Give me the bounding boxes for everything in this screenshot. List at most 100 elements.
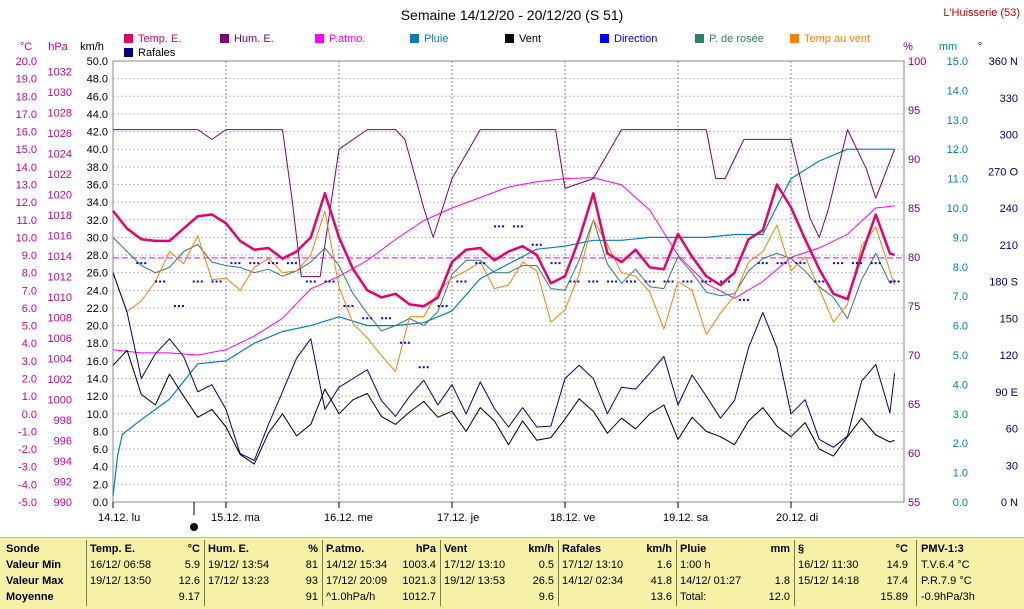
direction-point [407, 341, 410, 344]
summary-cell: 19/12/ 13:50 [90, 575, 152, 587]
summary-row: 14/12/ 15:34 1003.4 [326, 557, 436, 573]
axis-unit-label: ° [978, 41, 982, 53]
direction-point [803, 262, 806, 265]
direction-point [249, 262, 252, 265]
summary-cell: P.atmo. [326, 543, 365, 555]
direction-point [276, 262, 279, 265]
hpa-tick-label: 1014 [48, 251, 72, 263]
separator [794, 540, 795, 606]
station-name: L'Huisserie (53) [943, 7, 1020, 19]
summary-row: 19/12/ 13:53 26.5 [444, 573, 554, 589]
direction-point [878, 262, 881, 265]
summary-cell: 26.5 [532, 575, 554, 587]
direction-point [389, 317, 392, 320]
direction-point [648, 280, 651, 283]
summary-row: Rafales km/h [562, 541, 672, 557]
hpa-tick-label: 1030 [48, 87, 72, 99]
rain-tick-label: 13.0 [947, 115, 968, 127]
series-line-hum-e [113, 129, 896, 278]
direction-point [780, 262, 783, 265]
hum-tick-label: 60 [908, 448, 920, 460]
direction-point [889, 280, 892, 283]
summary-cell: 1.6 [656, 559, 672, 571]
summary-row: 14/12/ 01:27 1.8 [680, 573, 790, 589]
direction-point [870, 262, 873, 265]
summary-cell: 14.9 [886, 559, 908, 571]
summary-row: ^1.0hPa/h 1012.7 [326, 589, 436, 605]
summary-cell: 15/12/ 14:18 [798, 575, 860, 587]
summary-panel: Sonde Valeur Min Valeur Max Moyenne Temp… [0, 537, 1024, 609]
rain-tick-label: 3.0 [953, 409, 968, 421]
summary-cell: 41.8 [650, 575, 672, 587]
summary-cell: km/h [528, 543, 554, 555]
dir-tick-label: 330 [1000, 93, 1018, 105]
temp-tick-label: 6.0 [22, 303, 37, 315]
legend-label: P. de rosée [709, 33, 764, 45]
direction-point [720, 280, 723, 283]
direction-point [366, 317, 369, 320]
direction-point [833, 262, 836, 265]
series-line-temp-e [112, 183, 896, 308]
direction-point [211, 280, 214, 283]
hpa-tick-label: 1032 [48, 67, 72, 79]
summary-row: Hum. E.% [208, 541, 318, 557]
direction-point [539, 243, 542, 246]
summary-cell: 16/12/ 06:58 [90, 559, 152, 571]
dir-tick-label: 150 [1000, 313, 1018, 325]
series-line-vent [112, 349, 895, 465]
hpa-tick-label: 1012 [48, 272, 72, 284]
direction-point [577, 280, 580, 283]
weather-chart: 20.0 19.0 18.0 17.0 16.0 15.0 14.0 13.0 12.0 11.0… [16, 7, 1020, 531]
summary-cell: Temp. E. [90, 543, 136, 555]
hpa-tick-label: 1022 [48, 169, 72, 181]
direction-point [351, 305, 354, 307]
direction-point [502, 225, 505, 228]
temp-tick-label: 18.0 [16, 91, 37, 103]
direction-point [268, 262, 271, 265]
direction-point [512, 225, 515, 228]
summary-cell: 5.9 [184, 559, 200, 571]
kmh-tick-label: 12.0 [87, 391, 108, 403]
kmh-tick-label: 6.0 [93, 444, 108, 456]
summary-cell: ^1.0hPa/h [326, 591, 376, 603]
summary-cell: § [798, 543, 805, 555]
summary-cell: 12.0 [768, 591, 790, 603]
series-line-p-de-ros-e [112, 219, 895, 332]
summary-column: Rafales km/h 17/12/ 13:10 1.6 14/12/ 02:34 41… [562, 541, 672, 607]
direction-point [324, 280, 327, 283]
temp-tick-label: 13.0 [16, 179, 37, 191]
direction-point [456, 280, 459, 283]
direction-point [596, 280, 599, 283]
temp-tick-label: 3.0 [22, 356, 37, 368]
hpa-tick-label: 1010 [48, 292, 72, 304]
direction-points [136, 225, 900, 369]
temp-tick-label: 17.0 [16, 109, 37, 121]
summary-cell: km/h [646, 543, 672, 555]
direction-point [332, 280, 335, 283]
rain-tick-label: 0.0 [953, 497, 968, 509]
summary-cell: 13.6 [650, 591, 672, 603]
kmh-tick-label: 38.0 [87, 162, 108, 174]
direction-point [140, 262, 143, 265]
summary-cell: 1021.3 [402, 575, 436, 587]
rain-tick-label: 6.0 [953, 321, 968, 333]
direction-point [294, 262, 297, 265]
rain-tick-label: 9.0 [953, 232, 968, 244]
hum-tick-label: 100 [908, 56, 926, 68]
kmh-tick-label: 4.0 [93, 462, 108, 474]
dir-tick-label: 360 N [989, 56, 1018, 68]
label-max: Valeur Max [6, 575, 64, 587]
summary-row: Temp. E. °C [90, 541, 200, 557]
hpa-tick-label: 1016 [48, 231, 72, 243]
summary-cell: Total: [680, 591, 707, 603]
separator [558, 540, 559, 606]
rain-tick-label: 4.0 [953, 379, 968, 391]
temp-tick-label: -2.0 [18, 444, 37, 456]
kmh-tick-label: 8.0 [93, 426, 108, 438]
hum-tick-label: 65 [908, 399, 920, 411]
summary-cell: 15.89 [880, 591, 908, 603]
temp-tick-label: 15.0 [16, 144, 37, 156]
direction-point [181, 305, 184, 307]
summary-row: 17/12/ 13:10 1.6 [562, 557, 672, 573]
x-tick-label: 20.12. di [776, 512, 818, 524]
